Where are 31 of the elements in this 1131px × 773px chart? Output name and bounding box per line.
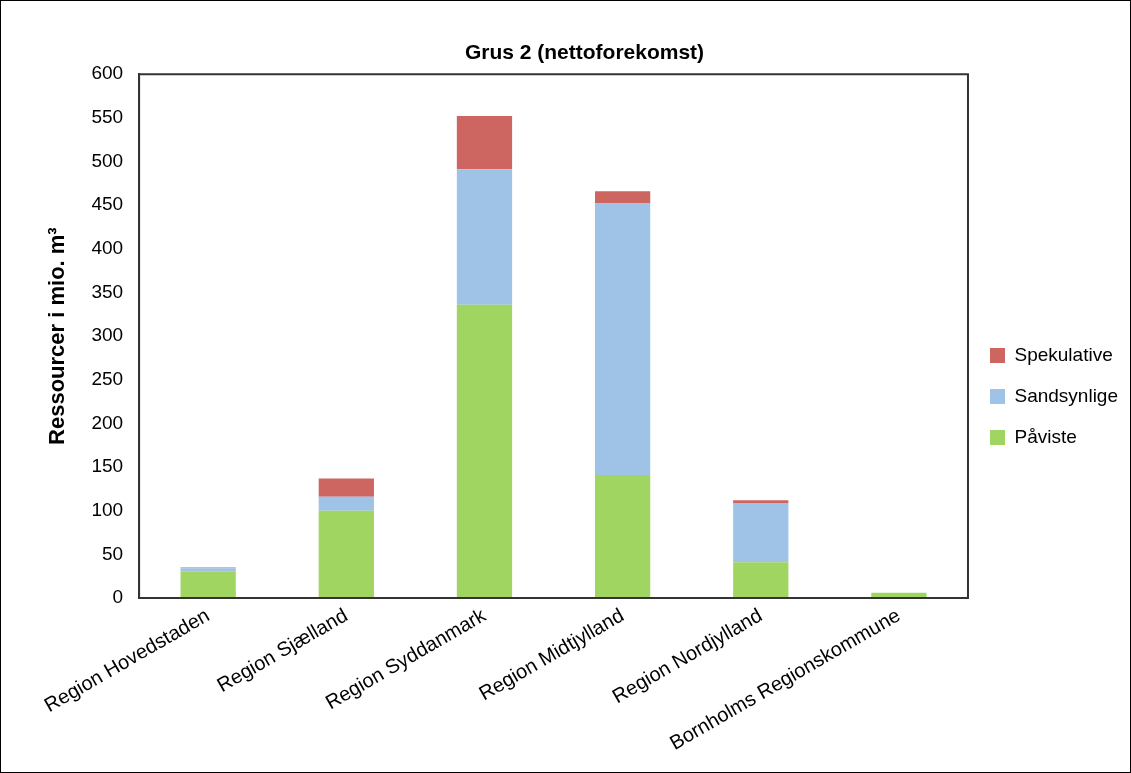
bar (594, 203, 651, 475)
bar (733, 562, 789, 599)
legend-label: Sandsynlige (1014, 384, 1119, 406)
chart-title: Grus 2 (nettoforekomst) (464, 40, 705, 64)
y-tick-label: 0 (112, 586, 124, 608)
y-tick-label: 50 (101, 542, 124, 564)
y-tick-label: 250 (91, 368, 124, 390)
legend-label: Spekulative (1014, 343, 1113, 365)
bar (318, 496, 374, 511)
bar (456, 169, 513, 305)
bar (594, 474, 651, 599)
y-tick-label: 350 (91, 280, 124, 302)
bar (180, 571, 236, 599)
y-tick-label: 500 (91, 149, 124, 171)
bar (733, 502, 789, 563)
y-tick-label: 400 (91, 237, 124, 259)
bar (456, 304, 513, 599)
y-axis-title: Ressourcer i mio. m³ (44, 227, 70, 445)
bar (733, 500, 789, 503)
y-tick-label: 450 (91, 193, 124, 215)
y-tick-label: 550 (91, 106, 124, 128)
y-tick-label: 200 (91, 411, 124, 433)
y-tick-label: 100 (91, 498, 124, 520)
y-tick-label: 300 (91, 324, 124, 346)
bar (318, 478, 374, 497)
y-tick-label: 600 (91, 62, 124, 84)
bar (318, 510, 374, 599)
bar (594, 191, 651, 204)
y-tick-label: 150 (91, 455, 124, 477)
legend-label: Påviste (1014, 425, 1077, 447)
bar (456, 116, 513, 170)
